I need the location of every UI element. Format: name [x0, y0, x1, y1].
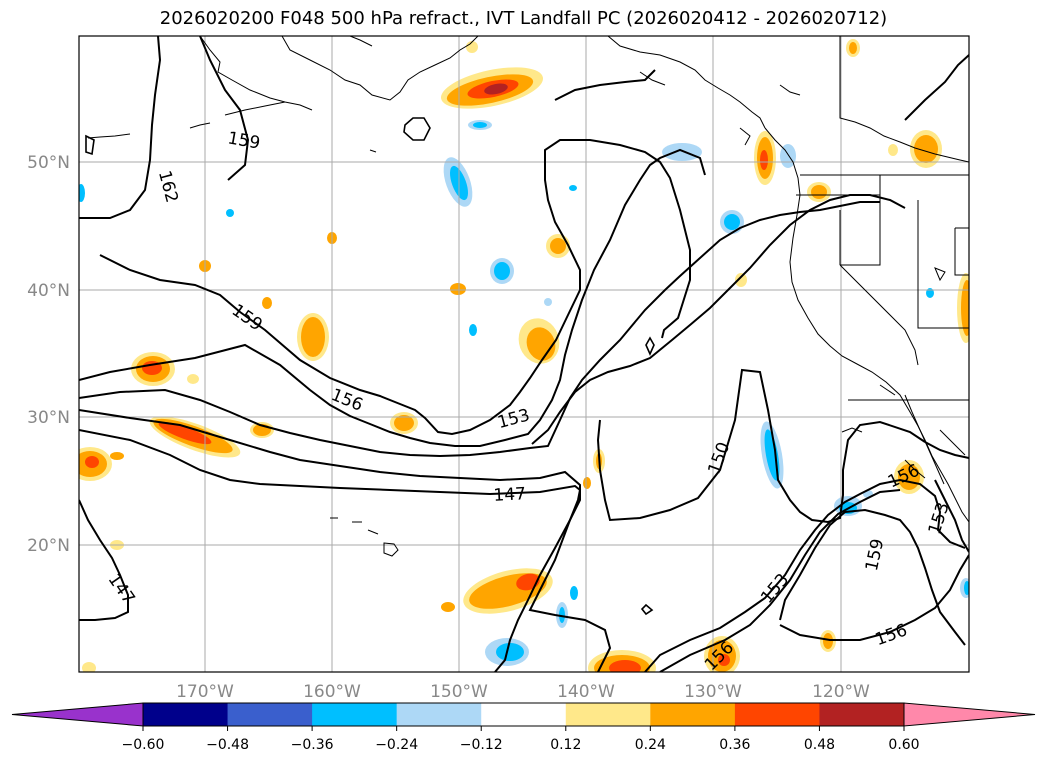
lon-label-170w: 170°W: [176, 682, 234, 702]
latitude-labels: 50°N 40°N 30°N 20°N: [27, 153, 70, 556]
contour-159-north: [199, 36, 250, 181]
islands: [85, 117, 946, 616]
lat-label-30n: 30°N: [27, 408, 70, 428]
contour-153-inner: [531, 194, 906, 445]
positive-anomaly-blob: [588, 650, 656, 672]
colorbar-segment: [227, 703, 313, 726]
colorbar-tick-label: −0.36: [291, 737, 334, 753]
colorbar-tick-label: 0.48: [804, 737, 835, 753]
positive-anomaly-blob: [910, 130, 942, 168]
colorbar-extend-low: [11, 702, 144, 727]
contour-label: 153: [925, 500, 954, 537]
lat-label-50n: 50°N: [27, 153, 70, 173]
contour-147-lower: [79, 499, 129, 621]
contour-150-east: [924, 441, 969, 459]
contour-153: [79, 201, 880, 458]
colorbar-tick-label: −0.24: [375, 737, 418, 753]
negative-anomaly-blob: [79, 120, 969, 628]
contour-159: [99, 139, 691, 436]
lon-label-140w: 140°W: [557, 682, 615, 702]
colorbar-segment: [312, 703, 398, 726]
contour-159-south: [779, 508, 966, 646]
longitude-labels: 170°W 160°W 150°W 140°W 130°W 120°W: [176, 682, 870, 702]
contour-label: 153: [495, 405, 532, 433]
positive-anomaly-blob: [957, 273, 969, 343]
positive-anomaly-blob: [440, 67, 544, 109]
lat-label-20n: 20°N: [27, 536, 70, 556]
colorbar-segment: [734, 703, 820, 726]
lat-label-40n: 40°N: [27, 281, 70, 301]
contour-162-east: [904, 54, 969, 121]
contour-label: 147: [493, 484, 526, 506]
colorbar-tick-label: −0.48: [206, 737, 249, 753]
positive-anomaly-blob: [518, 318, 560, 364]
colorbar-tick-label: 0.12: [550, 737, 581, 753]
lon-label-150w: 150°W: [430, 682, 488, 702]
colorbar-tick-label: −0.60: [122, 737, 165, 753]
contour-153-south: [644, 478, 966, 672]
contour-156-east: [779, 554, 969, 641]
colorbar-segment: [819, 703, 905, 726]
map-title: 2026020200 F048 500 hPa refract., IVT La…: [159, 8, 888, 29]
shading-layer: [79, 39, 969, 672]
colorbar-tick-label: 0.36: [719, 737, 750, 753]
positive-anomaly-blob: [297, 313, 329, 361]
contour-label: 159: [226, 128, 261, 153]
positive-anomaly-blob: [754, 131, 776, 185]
contour-150-right: [596, 368, 926, 524]
colorbar-tick-label: −0.12: [460, 737, 503, 753]
contour-lines: [79, 36, 969, 672]
contour-label: 150: [704, 440, 734, 477]
colorbar-extend-high: [903, 702, 1036, 727]
contour-147: [79, 429, 612, 672]
contour-label: 156: [873, 620, 910, 650]
contour-label: 147: [104, 570, 139, 608]
colorbar-segment: [650, 703, 736, 726]
colorbar-segment: [143, 703, 229, 726]
colorbar: −0.60 −0.48 −0.36 −0.24 −0.12 0.12 0.24 0.36 0.4…: [11, 702, 1036, 753]
colorbar-tick-label: 0.24: [635, 737, 666, 753]
colorbar-segment: [396, 703, 482, 726]
colorbar-segment: [565, 703, 651, 726]
contour-147-top: [554, 69, 656, 101]
contour-label: 153: [757, 570, 793, 608]
contour-153-east: [934, 479, 969, 553]
lon-label-130w: 130°W: [684, 682, 742, 702]
graticule: [79, 36, 969, 672]
lon-label-160w: 160°W: [303, 682, 361, 702]
contour-150: [79, 409, 581, 672]
lon-label-120w: 120°W: [812, 682, 870, 702]
contour-label: 159: [862, 537, 888, 573]
map-frame: [78, 35, 970, 673]
contour-156: [79, 148, 706, 447]
colorbar-tick-label: 0.60: [888, 737, 919, 753]
positive-anomaly-blob: [149, 416, 241, 458]
contour-label: 162: [154, 168, 182, 205]
positive-anomaly-blob: [79, 447, 112, 481]
contour-156-south: [659, 489, 901, 672]
colorbar-frame: [142, 702, 905, 727]
positive-anomaly-blob: [131, 352, 175, 386]
contour-162: [79, 36, 162, 219]
colorbar-segment: [481, 703, 567, 726]
